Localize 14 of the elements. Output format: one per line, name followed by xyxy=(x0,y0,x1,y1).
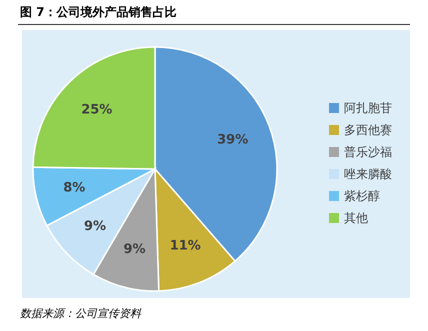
legend-label: 普乐沙福 xyxy=(344,144,392,160)
data-label: 11% xyxy=(170,238,201,254)
data-label: 9% xyxy=(124,242,146,257)
legend-label: 阿扎胞苷 xyxy=(344,100,392,116)
data-label: 25% xyxy=(81,102,112,118)
data-label: 39% xyxy=(217,132,248,148)
legend-label: 唑来膦酸 xyxy=(344,166,392,182)
legend-label: 紫杉醇 xyxy=(344,188,380,204)
legend-label: 其他 xyxy=(344,210,368,226)
legend-label: 多西他赛 xyxy=(344,122,392,138)
data-label: 8% xyxy=(63,180,86,196)
source-note: 数据来源：公司宣传资料 xyxy=(20,306,141,321)
chart-title: 图 7：公司境外产品销售占比 xyxy=(20,4,177,21)
data-label: 9% xyxy=(84,218,106,234)
